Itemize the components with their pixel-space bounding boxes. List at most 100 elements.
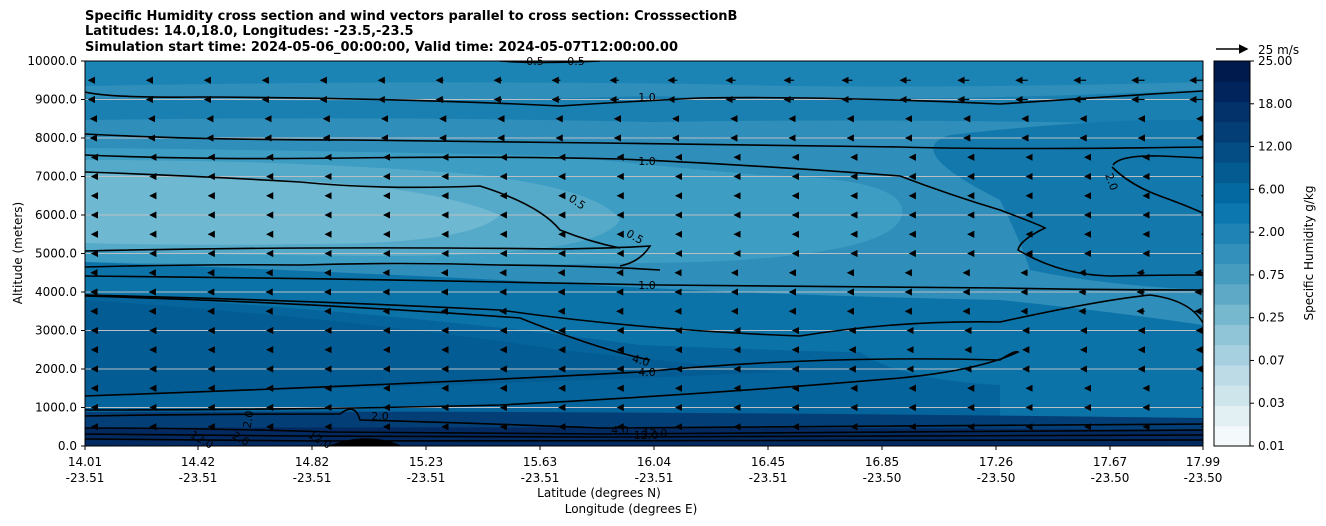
colorbar-band	[1214, 385, 1250, 406]
colorbar-band	[1214, 304, 1250, 325]
fill-band-dry-core	[85, 172, 500, 245]
x-tick-label-lat: 16.45	[751, 455, 785, 469]
y-tick-label: 4000.0	[35, 285, 77, 299]
y-tick-label: 2000.0	[35, 362, 77, 376]
y-axis-label: Altitude (meters)	[11, 202, 25, 304]
contour-label: 1.0	[638, 279, 656, 292]
x-axis-label-longitude: Longitude (degrees E)	[565, 502, 698, 516]
contour-line-1.0-mid	[85, 275, 1203, 291]
contour-line-2.0-mid	[85, 294, 1203, 337]
chart-title-line-3: Simulation start time: 2024-05-06_00:00:…	[85, 40, 678, 55]
colorbar-band	[1214, 182, 1250, 204]
x-tick-label-lon: -23.51	[293, 471, 332, 485]
x-tick-label-lon: -23.51	[635, 471, 674, 485]
x-tick-label-lat: 15.23	[409, 455, 443, 469]
contour-label: 4.0	[611, 424, 629, 437]
colorbar-ticks: 0.01 0.03 0.07 0.25 0.75 2.00 6.00 12.00 18.00 25…	[1250, 54, 1292, 453]
contour-line-0.5-lower	[85, 245, 652, 267]
colorbar-band	[1214, 61, 1250, 82]
fill-band-upper-dark	[85, 61, 1203, 87]
fill-band-right-moist	[933, 119, 1203, 290]
colorbar-band	[1214, 405, 1250, 427]
x-tick-label-lon: -23.51	[407, 471, 446, 485]
colorbar-tick-label: 12.00	[1258, 140, 1292, 154]
contour-line-1.0-upper	[85, 154, 1203, 277]
colorbar-tick-label: 6.00	[1258, 182, 1285, 196]
contour-line-0.5-upper	[85, 171, 621, 249]
fill-band-wet-core	[85, 300, 780, 395]
colorbar-band	[1214, 364, 1250, 386]
x-tick-label-lon: -23.50	[863, 471, 902, 485]
contour-label: 1.0	[638, 91, 656, 104]
contour-line-2.0-right-lower	[1111, 166, 1203, 214]
x-tick-label-lat: 14.01	[68, 455, 102, 469]
colorbar-label: Specific Humidity g/kg	[1302, 186, 1316, 321]
colorbar-tick-label: 0.01	[1258, 439, 1285, 453]
contour-line-12.0-a	[85, 427, 1203, 435]
y-tick-label: 0.0	[58, 439, 77, 453]
y-tick-label: 3000.0	[35, 324, 77, 338]
colorbar-band	[1214, 81, 1250, 103]
y-tick-label: 9000.0	[35, 93, 77, 107]
colorbar-band	[1214, 142, 1250, 163]
x-tick-label-lat: 15.63	[523, 455, 557, 469]
contour-line-2.0-upper	[85, 133, 1203, 150]
colorbar-band	[1214, 101, 1250, 123]
colorbar-band	[1214, 162, 1250, 184]
colorbar-band	[1214, 263, 1250, 285]
contour-label: 1.0	[638, 155, 656, 168]
contour-line-12.0-b	[85, 433, 1203, 438]
quiver-key: 25 m/s	[1216, 43, 1299, 57]
colorbar-band	[1214, 283, 1250, 305]
x-tick-label-lon: -23.51	[749, 471, 788, 485]
y-tick-label: 8000.0	[35, 131, 77, 145]
y-tick-label: 5000.0	[35, 247, 77, 261]
colorbar	[1214, 61, 1250, 447]
colorbar-tick-label: 0.07	[1258, 353, 1285, 367]
chart-title-line-2: Latitudes: 14.0,18.0, Longitudes: -23.5,…	[85, 24, 414, 39]
fill-band-mid-upper	[85, 90, 1203, 125]
x-tick-label-lon: -23.50	[1184, 471, 1223, 485]
contour-label: 2.0	[241, 410, 257, 429]
x-tick-label-lat: 17.99	[1186, 455, 1220, 469]
y-tick-label: 1000.0	[35, 401, 77, 415]
x-tick-label-lat: 16.04	[637, 455, 671, 469]
x-tick-label-lat: 17.26	[979, 455, 1013, 469]
x-tick-label-lat: 14.82	[295, 455, 329, 469]
colorbar-tick-label: 25.00	[1258, 54, 1292, 68]
contour-label: 12.0	[634, 429, 659, 442]
colorbar-band	[1214, 425, 1250, 447]
y-tick-label: 6000.0	[35, 208, 77, 222]
x-tick-label-lon: -23.50	[1091, 471, 1130, 485]
x-tick-label-lat: 16.85	[865, 455, 899, 469]
contour-line-4.0-boundary	[85, 408, 1203, 429]
contour-label: 2.0	[371, 410, 389, 423]
colorbar-tick-label: 18.00	[1258, 97, 1292, 111]
colorbar-tick-label: 0.25	[1258, 311, 1285, 325]
quiver-key-label: 25 m/s	[1258, 43, 1299, 57]
colorbar-tick-label: 2.00	[1258, 225, 1285, 239]
x-tick-label-lat: 14.42	[181, 455, 215, 469]
colorbar-band	[1214, 324, 1250, 346]
x-tick-label-lon: -23.51	[521, 471, 560, 485]
colorbar-band	[1214, 344, 1250, 366]
colorbar-tick-label: 0.75	[1258, 268, 1285, 282]
colorbar-frame	[1213, 60, 1251, 447]
colorbar-band	[1214, 121, 1250, 143]
x-axis: 14.01 -23.51 14.42 -23.51 14.82 -23.51 15.23 -2…	[66, 446, 1223, 485]
chart-title-line-1: Specific Humidity cross section and wind…	[85, 9, 738, 24]
x-axis-label-latitude: Latitude (degrees N)	[537, 486, 661, 500]
colorbar-band	[1214, 223, 1250, 244]
x-tick-label-lat: 17.67	[1093, 455, 1127, 469]
contour-line-4.0-lower	[85, 350, 1020, 411]
contour-label: 12.0	[643, 427, 668, 440]
contour-line-0.5-top	[499, 61, 601, 64]
contour-label: 2.0	[1102, 171, 1120, 192]
x-tick-label-lon: -23.50	[977, 471, 1016, 485]
y-tick-label: 7000.0	[35, 170, 77, 184]
y-axis: 0.0 1000.0 2000.0 3000.0 4000.0 5000.0 6000.0 7…	[27, 54, 85, 453]
colorbar-band	[1214, 243, 1250, 265]
x-tick-label-lon: -23.51	[66, 471, 105, 485]
x-tick-label-lon: -23.51	[179, 471, 218, 485]
